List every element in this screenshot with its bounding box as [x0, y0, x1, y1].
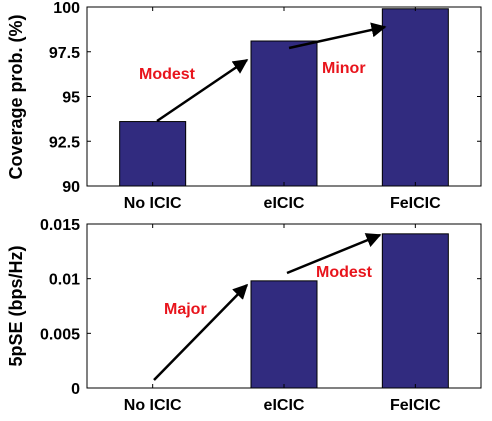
y-tick-label: 95 — [62, 90, 80, 107]
x-tick-label: eICIC — [264, 397, 305, 414]
y-tick-label: 0.005 — [40, 326, 80, 343]
y-axis-label: Coverage prob. (%) — [6, 14, 26, 179]
annotation-label: Modest — [139, 66, 196, 83]
bar-feicic — [381, 233, 449, 389]
x-tick-label: FeICIC — [390, 195, 441, 212]
bar-feicic — [381, 8, 449, 187]
bar-eicic — [250, 40, 318, 187]
annotation-arrow — [286, 233, 382, 275]
annotation-label: Modest — [316, 264, 373, 281]
5pse-chart-panel: No ICIC eICIC FeICIC 0 0.005 0.01 0.015 5pSE (b… — [6, 217, 482, 414]
y-tick-label: 0.015 — [40, 217, 80, 234]
annotation-label: Minor — [322, 60, 366, 77]
annotation-label: Major — [164, 301, 207, 318]
annotation-arrow — [288, 22, 387, 50]
bar-eicic — [250, 280, 318, 389]
y-tick-label: 0.01 — [49, 272, 80, 289]
y-tick-label: 92.5 — [49, 134, 80, 151]
y-tick-label: 97.5 — [49, 45, 80, 62]
annotation-arrow — [153, 283, 249, 381]
annotation-arrow — [156, 58, 249, 123]
y-tick-label: 100 — [53, 0, 80, 17]
y-tick-label: 0 — [71, 381, 80, 398]
bar-no-icic — [119, 121, 187, 187]
y-axis-label: 5pSE (bps/Hz) — [6, 245, 26, 366]
coverage-chart-panel: No ICIC eICIC FeICIC 90 92.5 95 97.5 100 Coverag… — [6, 0, 482, 212]
y-tick-label: 90 — [62, 179, 80, 196]
x-tick-label: eICIC — [264, 195, 305, 212]
x-tick-label: No ICIC — [124, 195, 182, 212]
x-tick-label: No ICIC — [124, 397, 182, 414]
x-tick-label: FeICIC — [390, 397, 441, 414]
